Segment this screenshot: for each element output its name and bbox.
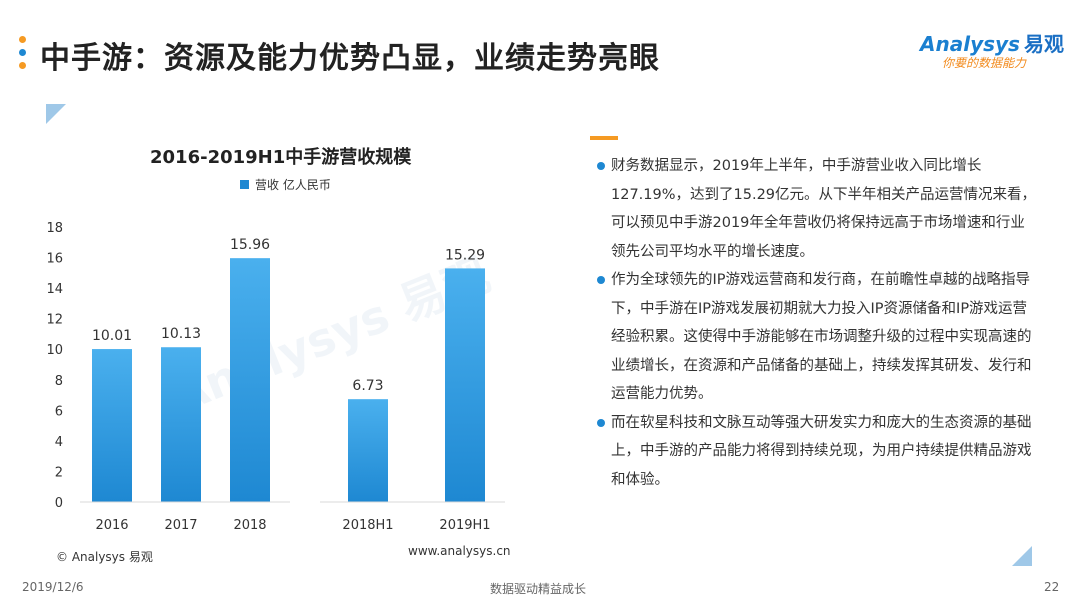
data-label: 10.13 [161,326,201,342]
source-url: www.analysys.cn [408,544,511,558]
title-dot [19,62,26,69]
chart-source: © Analysys 易观 [56,550,153,564]
title-dot [19,36,26,43]
analysys-logo: Analysys 易观 你要的数据能力 [920,28,1064,74]
chart-title: 2016-2019H1中手游营收规模 [150,147,412,168]
bar-2018H1 [348,399,388,502]
corner-decoration-bottom-right [1012,546,1032,566]
footer-slogan: 数据驱动精益成长 [490,582,587,596]
x-tick-label: 2017 [164,518,197,533]
legend-label: 营收 亿人民币 [255,178,331,192]
bullet-item: 财务数据显示，2019年上半年，中手游营业收入同比增长127.19%，达到了15… [597,152,1037,266]
y-tick-label: 12 [46,313,63,328]
y-tick-label: 8 [55,374,63,389]
x-tick-label: 2018H1 [342,518,393,533]
y-tick-label: 18 [46,221,63,236]
y-tick-label: 4 [55,435,63,450]
logo-wordmark-cn: 易观 [1023,32,1064,56]
chart-legend: 营收 亿人民币 [240,176,331,193]
bar-2016 [92,349,132,502]
bar-2019H1 [445,268,485,502]
data-labels: 10.01 10.13 15.96 6.73 15.29 [92,237,485,394]
x-tick-label: 2019H1 [439,518,490,533]
legend-swatch [240,180,249,189]
x-axis: 2016 2017 2018 2018H1 2019H1 [80,501,505,533]
y-tick-label: 0 [55,496,63,511]
logo-slogan: 你要的数据能力 [942,56,1027,70]
footer-date: 2019/12/6 [22,580,84,594]
data-label: 6.73 [352,378,383,394]
y-tick-label: 2 [55,465,63,480]
bullet-item: 而在软星科技和文脉互动等强大研发实力和庞大的生态资源的基础上，中手游的产品能力将… [597,409,1037,495]
y-tick-label: 14 [46,282,63,297]
logo-wordmark: Analysys 易观 [920,28,1064,57]
bar-2017 [161,347,201,502]
bars [92,258,485,502]
title-dot [19,49,26,56]
x-tick-label: 2018 [233,518,266,533]
y-axis: 0 2 4 6 8 10 12 14 16 18 [46,221,63,511]
corner-decoration-top-left [46,104,66,124]
y-tick-label: 16 [46,252,63,267]
title-dots [19,36,27,75]
bar-2018 [230,258,270,502]
data-label: 15.29 [445,247,485,263]
data-label: 10.01 [92,328,132,344]
bullet-item: 作为全球领先的IP游戏运营商和发行商，在前瞻性卓越的战略指导下，中手游在IP游戏… [597,266,1037,409]
logo-wordmark-en: Analysys [920,32,1020,56]
bullet-list: 财务数据显示，2019年上半年，中手游营业收入同比增长127.19%，达到了15… [597,152,1037,494]
page-number: 22 [1044,580,1060,594]
page-title: 中手游：资源及能力优势凸显，业绩走势亮眼 [40,41,660,76]
y-tick-label: 6 [55,404,63,419]
accent-bar [590,136,618,140]
x-tick-label: 2016 [95,518,128,533]
data-label: 15.96 [230,237,270,253]
y-tick-label: 10 [46,343,63,358]
